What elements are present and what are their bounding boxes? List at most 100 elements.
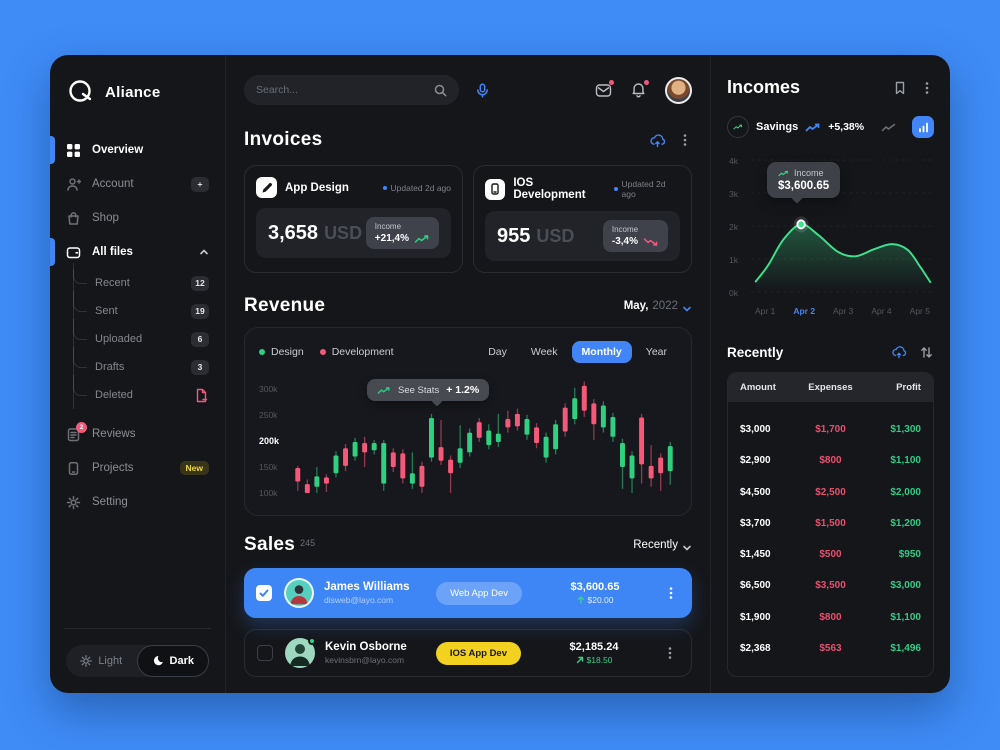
sidebar-item-label: All files	[92, 246, 133, 258]
revenue-chart-card: Design Development Day Week Monthly Year…	[244, 327, 692, 516]
sidebar-subitem-recent[interactable]: Recent 12	[73, 263, 209, 297]
kebab-menu-icon[interactable]	[920, 81, 934, 95]
header-profit[interactable]: Profit	[896, 382, 921, 393]
sale-amount: $3,600.65	[570, 581, 620, 593]
x-tick-label[interactable]: Apr 4	[871, 306, 892, 316]
bar-chart-toggle-button[interactable]	[912, 116, 934, 138]
new-badge: New	[179, 461, 209, 475]
trend-down-icon	[643, 237, 658, 246]
table-row[interactable]: $3,000 $1,700 $1,300	[740, 424, 921, 435]
project-tag[interactable]: Web App Dev	[436, 581, 522, 605]
pen-icon	[256, 177, 277, 198]
sales-title: Sales	[244, 534, 296, 555]
sidebar-subitem-sent[interactable]: Sent 19	[73, 291, 209, 325]
moon-icon	[152, 655, 164, 667]
header-expenses[interactable]: Expenses	[808, 382, 853, 393]
mail-icon[interactable]	[595, 79, 614, 99]
sidebar-item-label: Projects	[92, 462, 134, 474]
light-mode-button[interactable]: Light	[66, 645, 137, 677]
sales-row-james-williams[interactable]: James Williams disweb@layo.com Web App D…	[244, 568, 692, 618]
search-input[interactable]	[256, 84, 434, 96]
topbar-icons	[595, 76, 692, 104]
table-row[interactable]: $1,900 $800 $1,100	[740, 612, 921, 623]
table-row[interactable]: $4,500 $2,500 $2,000	[740, 487, 921, 498]
customer-email: disweb@layo.com	[324, 595, 394, 605]
bookmark-icon[interactable]	[892, 80, 908, 96]
microphone-icon[interactable]	[475, 83, 490, 98]
all-files-subitems: Recent 12 Sent 19 Uploaded 6 Drafts 3 De…	[73, 263, 209, 409]
tab-week[interactable]: Week	[530, 346, 558, 358]
sidebar-subitem-deleted[interactable]: Deleted	[73, 375, 209, 409]
table-row[interactable]: $1,450 $500 $950	[740, 549, 921, 560]
cell-expenses: $2,500	[815, 486, 846, 498]
cloud-upload-icon[interactable]	[891, 344, 907, 360]
legend-design: Design	[259, 346, 304, 358]
x-tick-label[interactable]: Apr 5	[909, 306, 930, 316]
sidebar-item-overview[interactable]: Overview	[50, 133, 209, 167]
table-row[interactable]: $6,500 $3,500 $3,000	[740, 580, 921, 591]
tab-year[interactable]: Year	[645, 346, 667, 358]
line-chart-toggle-icon[interactable]	[881, 122, 897, 133]
invoices-title: Invoices	[244, 129, 323, 150]
sidebar-item-shop[interactable]: Shop	[66, 201, 209, 235]
bell-icon[interactable]	[630, 79, 649, 99]
cell-expenses: $1,500	[815, 517, 846, 529]
project-tag[interactable]: IOS App Dev	[435, 641, 521, 665]
x-tick-label[interactable]: Apr 2	[793, 306, 816, 316]
row-checkbox-unchecked[interactable]	[257, 645, 273, 661]
row-kebab-icon[interactable]	[664, 586, 678, 600]
file-minus-icon[interactable]	[194, 388, 209, 403]
search-box[interactable]	[244, 75, 459, 105]
chart-legend: Design Development	[259, 346, 394, 358]
user-avatar[interactable]	[665, 76, 692, 104]
header-amount[interactable]: Amount	[740, 382, 776, 393]
row-checkbox-checked[interactable]	[256, 585, 272, 601]
shopping-bag-icon	[66, 211, 81, 226]
kebab-menu-icon[interactable]	[678, 133, 692, 147]
bell-notification-dot	[644, 79, 649, 85]
period-selector[interactable]: May, 2022	[624, 300, 692, 312]
chevron-up-icon[interactable]	[199, 247, 209, 257]
table-row[interactable]: $2,368 $563 $1,496	[740, 643, 921, 654]
search-icon[interactable]	[434, 84, 447, 97]
sales-row-kevin-osborne[interactable]: Kevin Osborne kevinsbrn@layo.com IOS App…	[244, 629, 692, 677]
tab-day[interactable]: Day	[488, 346, 507, 358]
recently-header: Recently	[727, 344, 934, 360]
count-badge: 12	[191, 275, 209, 291]
theme-toggle: Light Dark	[66, 645, 209, 677]
count-badge: 6	[191, 331, 209, 347]
sidebar-item-reviews[interactable]: 2 Reviews	[66, 417, 209, 451]
account-add-badge[interactable]: +	[191, 176, 209, 192]
savings-trend-icon	[727, 116, 749, 138]
table-row[interactable]: $3,700 $1,500 $1,200	[740, 518, 921, 529]
sidebar-subitem-uploaded[interactable]: Uploaded 6	[73, 319, 209, 353]
sidebar-item-all-files[interactable]: All files	[50, 235, 209, 269]
x-tick-label[interactable]: Apr 1	[755, 306, 776, 316]
see-stats-tooltip[interactable]: See Stats + 1.2%	[367, 379, 490, 401]
cloud-upload-icon[interactable]	[649, 132, 666, 149]
sidebar-item-account[interactable]: Account +	[66, 167, 209, 201]
sort-icon[interactable]	[919, 345, 934, 360]
arrow-up-right-icon	[576, 656, 583, 664]
cell-amount: $1,900	[740, 611, 771, 623]
dark-mode-button[interactable]: Dark	[136, 645, 209, 677]
reviews-document-icon: 2	[66, 421, 87, 442]
row-kebab-icon[interactable]	[663, 646, 677, 660]
x-tick-label[interactable]: Apr 3	[833, 306, 854, 316]
sidebar-subitem-drafts[interactable]: Drafts 3	[73, 347, 209, 381]
invoice-card-app-design[interactable]: App Design Updated 2d ago 3,658 USD Inco…	[244, 165, 463, 273]
tab-monthly[interactable]: Monthly	[571, 341, 632, 363]
invoice-card-ios-development[interactable]: IOS Development Updated 2d ago 955 USD I…	[473, 165, 692, 273]
sidebar-item-setting[interactable]: Setting	[66, 485, 209, 519]
sun-icon	[80, 655, 93, 667]
app-window: Aliance Overview Account +	[50, 55, 950, 693]
range-tabs: Day Week Monthly Year	[478, 341, 677, 363]
y-tick-label: 4k	[729, 156, 738, 166]
sales-sort-selector[interactable]: Recently	[633, 539, 692, 551]
cell-amount: $3,000	[740, 424, 771, 436]
income-area-chart: 4k 3k 2k 1k 0k Apr 1 Apr 2 Apr 3 Apr 4 Apr 5 Inc…	[727, 150, 935, 334]
brand-name: Aliance	[105, 83, 161, 101]
income-tooltip-value: $3,600.65	[778, 180, 830, 192]
table-row[interactable]: $2,900 $800 $1,100	[740, 455, 921, 466]
sidebar-item-projects[interactable]: Projects New	[66, 451, 209, 485]
